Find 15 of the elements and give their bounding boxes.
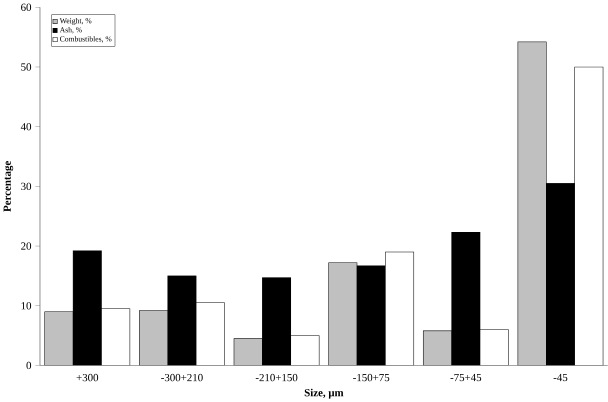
x-tick-label: +300 [76, 374, 98, 382]
y-tick-label: 10 [22, 302, 32, 310]
x-axis-title: Size, μm [304, 388, 344, 398]
y-tick-label: 0 [26, 362, 32, 369]
x-tick-label: -45 [554, 374, 568, 382]
y-axis-title: Percentage [4, 160, 14, 212]
y-tick-label: 40 [20, 122, 32, 130]
y-tick-label: 30 [21, 182, 32, 190]
x-tick-label: -150+75 [353, 374, 390, 382]
x-tick-label: -300+210 [161, 374, 203, 382]
x-tick-label: -210+150 [256, 374, 298, 382]
y-tick-label: 20 [21, 242, 32, 250]
x-tick-label: -75+45 [450, 374, 482, 382]
y-tick-label: 50 [21, 63, 32, 71]
y-tick-label: 60 [21, 4, 32, 11]
